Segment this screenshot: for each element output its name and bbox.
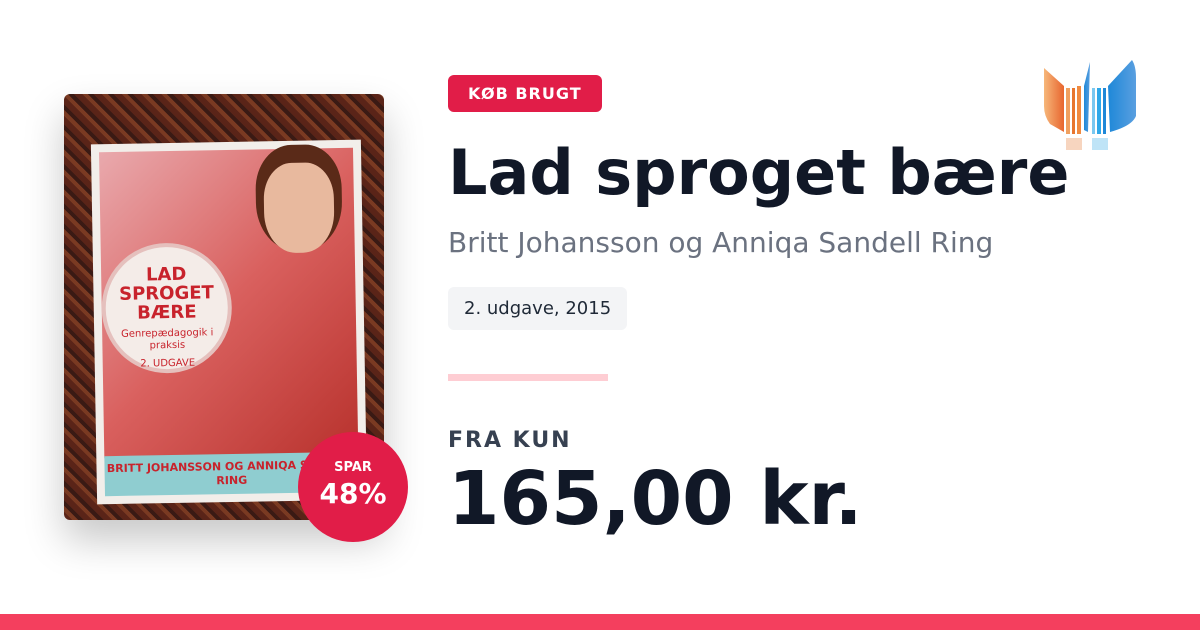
buy-used-tag: KØB BRUGT <box>448 75 602 112</box>
edition-chip: 2. udgave, 2015 <box>448 287 628 330</box>
divider <box>448 374 608 381</box>
discount-label: SPAR <box>334 460 372 475</box>
book-author: Britt Johansson og Anniqa Sandell Ring <box>448 226 994 259</box>
footer-bar <box>0 614 1200 630</box>
cover-face <box>263 162 335 254</box>
discount-value: 48% <box>319 477 387 510</box>
cover-title: LAD SPROGET BÆRE <box>118 263 214 324</box>
cover-edition: 2. UDGAVE <box>140 357 196 370</box>
brand-logo-icon <box>1044 60 1136 150</box>
price: 165,00 kr. <box>448 456 863 542</box>
discount-badge: SPAR 48% <box>298 432 408 542</box>
book-title: Lad sproget bære <box>448 136 1070 209</box>
price-label: FRA KUN <box>448 428 572 453</box>
cover-subtitle: Genrepædagogik i praksis <box>120 327 214 352</box>
